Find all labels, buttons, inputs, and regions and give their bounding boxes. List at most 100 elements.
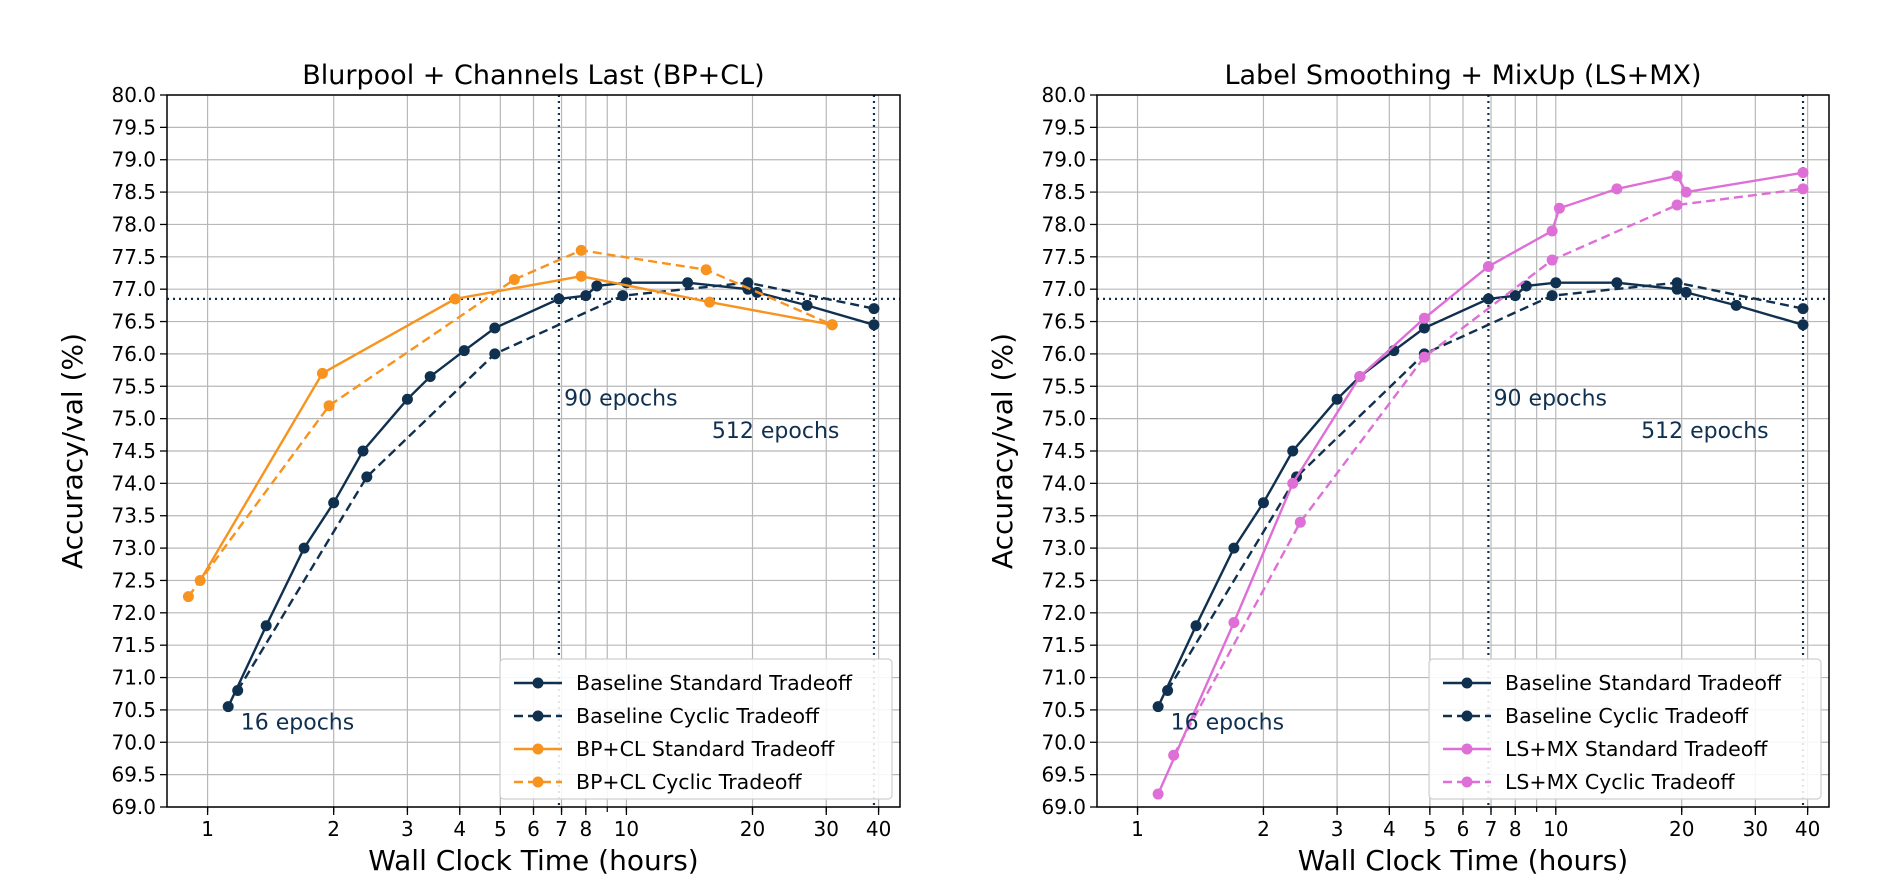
data-point — [801, 299, 813, 311]
data-point — [1553, 202, 1565, 214]
chart-title: Label Smoothing + MixUp (LS+MX) — [1224, 60, 1701, 91]
data-point — [424, 371, 436, 383]
legend-swatch-marker — [1461, 743, 1473, 755]
series-line — [1157, 281, 1804, 708]
y-tick-label: 75.0 — [111, 407, 156, 431]
x-tick-label: 5 — [494, 817, 507, 841]
legend-box — [1428, 658, 1822, 800]
legend-swatch-marker — [532, 710, 544, 722]
chart-title: Blurpool + Channels Last (BP+CL) — [302, 60, 764, 91]
series-3 — [1152, 167, 1809, 800]
y-tick-label: 69.0 — [111, 795, 156, 819]
data-point — [1257, 497, 1269, 509]
data-point — [704, 296, 716, 308]
data-point — [580, 290, 592, 302]
legend-label: LS+MX Cyclic Tradeoff — [1505, 770, 1735, 794]
data-point — [508, 273, 520, 285]
y-tick-label: 78.0 — [1041, 212, 1086, 236]
data-point — [182, 591, 194, 603]
data-point — [1287, 445, 1299, 457]
x-tick-label: 30 — [814, 817, 839, 841]
y-tick-label: 70.0 — [1041, 730, 1086, 754]
data-point — [489, 322, 501, 334]
y-tick-label: 71.5 — [111, 633, 156, 657]
y-tick-label: 72.0 — [111, 601, 156, 625]
y-tick-label: 78.5 — [111, 180, 156, 204]
series-4 — [182, 244, 838, 603]
series-2 — [1162, 277, 1809, 696]
series-line — [1172, 187, 1804, 756]
legend-swatch-marker — [1461, 710, 1473, 722]
data-point — [1287, 477, 1299, 489]
x-tick-label: 1 — [1131, 817, 1144, 841]
y-tick-label: 69.5 — [1041, 763, 1086, 787]
annotation: 90 epochs — [1494, 387, 1607, 412]
y-tick-label: 77.0 — [111, 277, 156, 301]
x-tick-label: 6 — [1457, 817, 1470, 841]
series-2 — [232, 277, 880, 696]
y-tick-label: 73.0 — [111, 536, 156, 560]
data-point — [1418, 312, 1430, 324]
legend-swatch-marker — [532, 743, 544, 755]
data-point — [553, 293, 565, 305]
y-tick-label: 75.5 — [111, 374, 156, 398]
x-tick-label: 20 — [1669, 817, 1694, 841]
y-tick-label: 70.5 — [1041, 698, 1086, 722]
series-1 — [1152, 277, 1809, 713]
data-point — [1509, 290, 1521, 302]
data-point — [742, 277, 754, 289]
series-line — [187, 249, 833, 598]
data-point — [298, 542, 310, 554]
legend: Baseline Standard Tradeoff Baseline Cycli… — [499, 658, 893, 800]
y-tick-label: 78.5 — [1041, 180, 1086, 204]
data-point — [1546, 225, 1558, 237]
data-point — [575, 244, 587, 256]
annotation: 16 epochs — [241, 710, 354, 735]
data-point — [357, 445, 369, 457]
data-point — [489, 348, 501, 360]
y-tick-label: 76.0 — [1041, 342, 1086, 366]
y-tick-label: 79.0 — [1041, 148, 1086, 172]
data-point — [1546, 254, 1558, 266]
data-point — [1797, 167, 1809, 179]
y-tick-label: 75.0 — [1041, 407, 1086, 431]
y-tick-label: 74.0 — [111, 471, 156, 495]
data-point — [1331, 393, 1343, 405]
data-point — [868, 319, 880, 331]
y-axis-label: Accuracy/val (%) — [986, 333, 1019, 569]
x-tick-label: 10 — [1543, 817, 1568, 841]
y-tick-label: 77.0 — [1041, 277, 1086, 301]
data-point — [1611, 277, 1623, 289]
data-point — [1418, 351, 1430, 363]
data-point — [1797, 303, 1809, 315]
data-point — [868, 303, 880, 315]
y-tick-label: 79.5 — [111, 115, 156, 139]
y-tick-label: 78.0 — [111, 212, 156, 236]
y-tick-label: 71.5 — [1041, 633, 1086, 657]
legend-swatch-marker — [532, 677, 544, 689]
y-tick-label: 74.5 — [1041, 439, 1086, 463]
series-line — [1166, 281, 1804, 692]
annotation: 512 epochs — [1641, 419, 1768, 444]
data-point — [1228, 542, 1240, 554]
data-point — [1730, 299, 1742, 311]
data-point — [1546, 290, 1558, 302]
y-tick-label: 74.0 — [1041, 471, 1086, 495]
data-point — [1611, 183, 1623, 195]
data-point — [401, 393, 413, 405]
y-tick-label: 76.0 — [111, 342, 156, 366]
data-point — [700, 264, 712, 276]
y-tick-label: 76.5 — [1041, 310, 1086, 334]
data-point — [1797, 183, 1809, 195]
y-tick-label: 69.5 — [111, 763, 156, 787]
x-tick-label: 8 — [1509, 817, 1522, 841]
x-tick-label: 10 — [614, 817, 639, 841]
series-line — [227, 281, 875, 708]
data-point — [1482, 261, 1494, 273]
data-point — [1797, 319, 1809, 331]
data-point — [617, 290, 629, 302]
annotation: 90 epochs — [564, 387, 677, 412]
x-tick-label: 4 — [1383, 817, 1396, 841]
legend-label: BP+CL Cyclic Tradeoff — [576, 770, 802, 794]
